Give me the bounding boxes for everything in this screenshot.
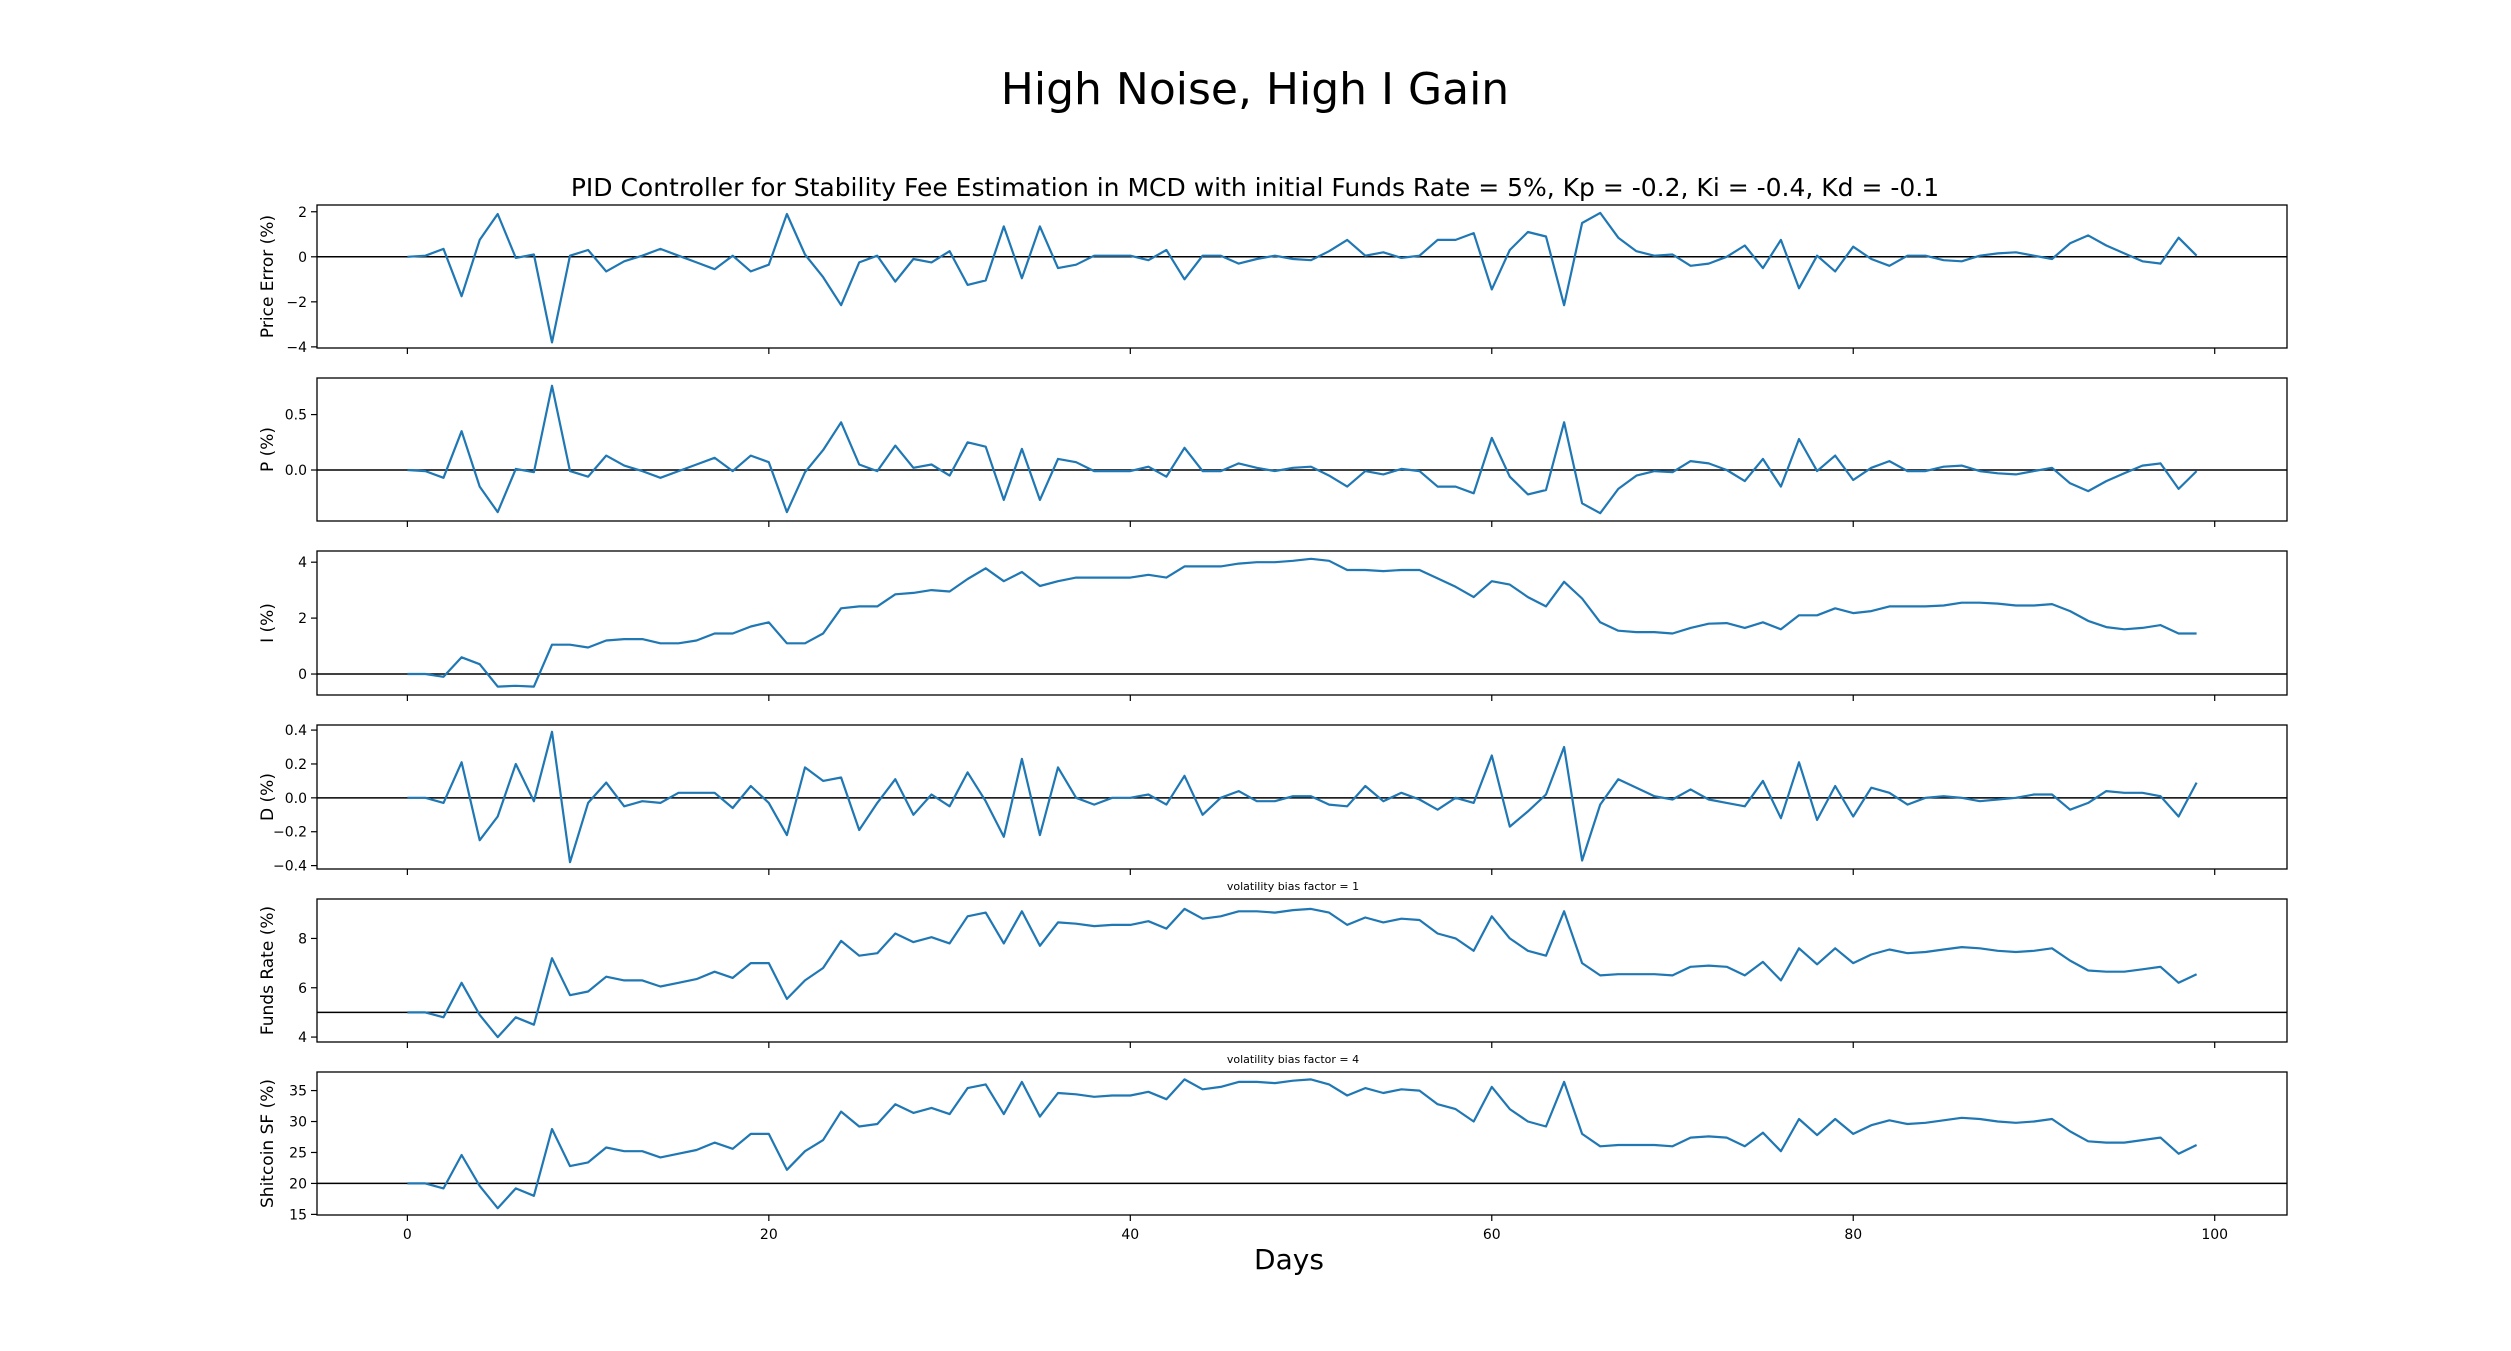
- y-tick-label: 0: [298, 667, 307, 683]
- x-axis-label: Days: [1254, 1243, 1324, 1276]
- series-line: [407, 211, 2198, 344]
- chart-title: PID Controller for Stability Fee Estimat…: [571, 173, 1939, 202]
- y-tick-label: 0.0: [285, 791, 307, 807]
- x-tick-label: 80: [1844, 1227, 1862, 1243]
- y-tick-label: −4: [286, 340, 307, 356]
- y-tick-label: 4: [298, 555, 307, 571]
- subplot-annotation: volatility bias factor = 4: [1227, 1053, 1359, 1066]
- y-tick-label: 2: [298, 611, 307, 627]
- y-tick-label: 0: [298, 250, 307, 266]
- y-tick-label: 4: [298, 1030, 307, 1046]
- series-line: [407, 1078, 2198, 1210]
- y-tick-label: 15: [289, 1207, 307, 1223]
- axes-frame: [316, 898, 2288, 1043]
- subplot-4: 0.4 0.2 0.0 −0.2 −0.4 D (%): [258, 723, 2288, 875]
- y-tick-label: 2: [298, 205, 307, 221]
- y-tick-label: 20: [289, 1176, 307, 1192]
- y-tick-label: 6: [298, 981, 307, 997]
- x-tick-label: 20: [760, 1227, 778, 1243]
- x-tick-label: 100: [2201, 1227, 2228, 1243]
- y-axis-label: Price Error (%): [258, 215, 278, 338]
- y-tick-label: 25: [289, 1145, 307, 1161]
- y-tick-label: −0.4: [273, 859, 307, 875]
- axes-frame: [316, 1071, 2288, 1216]
- y-axis-label: I (%): [258, 603, 278, 643]
- y-tick-label: 0.5: [285, 408, 307, 424]
- subplot-3: 4 2 0 I (%): [258, 550, 2288, 701]
- axes-frame: [316, 204, 2288, 349]
- subplot-1: 2 0 −2 −4 Price Error (%): [258, 204, 2288, 356]
- axes-frame: [316, 550, 2288, 696]
- y-tick-label: 8: [298, 931, 307, 947]
- x-tick-label: 0: [403, 1227, 412, 1243]
- series-line: [407, 557, 2197, 688]
- y-tick-label: 30: [289, 1115, 307, 1131]
- y-axis-label: Funds Rate (%): [258, 906, 278, 1035]
- subplot-annotation: volatility bias factor = 1: [1227, 880, 1359, 893]
- y-tick-label: 0.4: [285, 723, 307, 739]
- subplot-6: 0 20 40 60 80 100 35 30 25 20 15 Shitcoin SF (%) vol…: [258, 1053, 2288, 1243]
- axes-frame: [316, 724, 2288, 870]
- y-axis-label: P (%): [258, 427, 278, 472]
- y-tick-label: −0.2: [273, 825, 307, 841]
- y-tick-label: −2: [286, 295, 307, 311]
- subplot-5: 8 6 4 Funds Rate (%) volatility bias factor …: [258, 880, 2288, 1048]
- x-tick-label: 40: [1121, 1227, 1139, 1243]
- y-tick-label: 0.0: [285, 463, 307, 479]
- y-axis-label: Shitcoin SF (%): [258, 1079, 278, 1208]
- y-tick-label: 0.2: [285, 757, 307, 773]
- axes-frame: [316, 377, 2288, 522]
- y-tick-label: 35: [289, 1084, 307, 1100]
- series-line: [407, 384, 2198, 515]
- series-line: [407, 907, 2198, 1039]
- series-line: [407, 730, 2198, 864]
- y-axis-label: D (%): [258, 773, 278, 821]
- x-tick-label: 60: [1483, 1227, 1501, 1243]
- subplot-2: 0.5 0.0 P (%): [258, 377, 2288, 527]
- figure-suptitle: High Noise, High I Gain: [1001, 64, 1509, 115]
